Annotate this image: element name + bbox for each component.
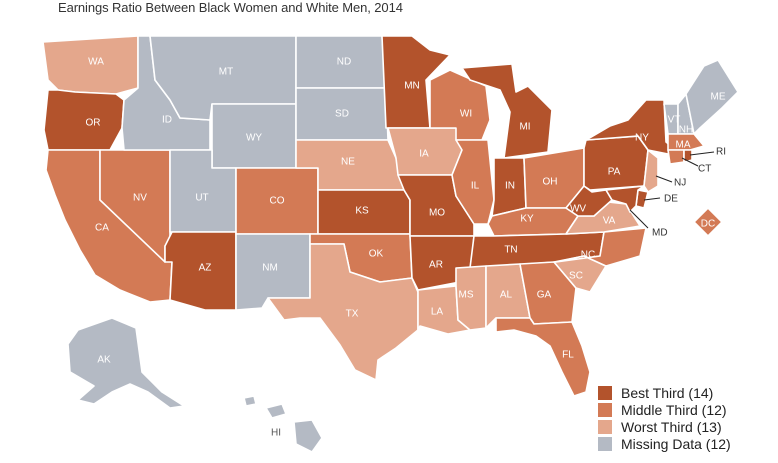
state-label-va: VA xyxy=(603,216,616,227)
legend-label-missing: Missing Data (12) xyxy=(621,435,731,452)
state-label-al: AL xyxy=(500,290,513,301)
state-label-ut: UT xyxy=(195,193,208,204)
state-label-mn: MN xyxy=(404,81,420,92)
state-hi-island-2 xyxy=(265,403,287,419)
state-label-nm: NM xyxy=(262,263,278,274)
state-label-hi: HI xyxy=(271,428,281,439)
state-label-ga: GA xyxy=(537,290,552,301)
state-label-ca: CA xyxy=(95,223,109,234)
state-label-nd: ND xyxy=(337,57,351,68)
state-ct xyxy=(667,149,685,165)
state-label-md: MD xyxy=(652,228,668,239)
legend-swatch-missing xyxy=(598,436,612,451)
state-label-ne: NE xyxy=(341,157,355,168)
state-label-mi: MI xyxy=(519,122,530,133)
state-mi xyxy=(461,63,553,159)
map-title: Earnings Ratio Between Black Women and W… xyxy=(58,0,403,15)
state-label-ri: RI xyxy=(716,147,726,158)
state-label-ny: NY xyxy=(635,133,649,144)
state-label-ks: KS xyxy=(355,206,369,217)
state-label-wi: WI xyxy=(460,109,472,120)
state-ny xyxy=(585,99,677,155)
state-label-ia: IA xyxy=(419,149,429,160)
state-label-ct: CT xyxy=(698,164,711,175)
state-label-wy: WY xyxy=(246,133,262,144)
state-nc xyxy=(555,227,647,267)
ri-callout-line xyxy=(689,151,715,156)
state-label-vt: VT xyxy=(668,115,681,126)
state-ri xyxy=(683,149,693,163)
legend-swatch-best xyxy=(598,385,612,400)
state-label-ky: KY xyxy=(520,214,534,225)
legend-item-worst: Worst Third (13) xyxy=(598,418,731,435)
state-md xyxy=(605,185,645,213)
state-label-in: IN xyxy=(505,181,515,192)
state-label-me: ME xyxy=(711,92,726,103)
legend-item-missing: Missing Data (12) xyxy=(598,435,731,452)
state-label-nj: NJ xyxy=(674,178,686,189)
state-pa xyxy=(583,135,649,191)
state-hi-island-3 xyxy=(243,395,257,407)
state-label-ak: AK xyxy=(97,355,111,366)
state-label-nc: NC xyxy=(581,250,595,261)
state-dc xyxy=(693,207,723,237)
state-fl xyxy=(495,317,591,397)
state-me xyxy=(685,59,739,135)
de-callout-line xyxy=(643,197,661,201)
state-label-nh: NH xyxy=(679,125,693,136)
legend-label-worst: Worst Third (13) xyxy=(621,418,722,435)
state-nj xyxy=(643,149,659,193)
state-label-la: LA xyxy=(431,307,444,318)
state-label-sc: SC xyxy=(569,271,583,282)
state-label-ar: AR xyxy=(429,260,443,271)
state-label-az: AZ xyxy=(199,263,212,274)
state-label-wa: WA xyxy=(88,57,104,68)
state-ma xyxy=(667,133,705,151)
state-label-mo: MO xyxy=(429,208,445,219)
legend-swatch-worst xyxy=(598,419,612,434)
legend-item-best: Best Third (14) xyxy=(598,384,731,401)
state-label-co: CO xyxy=(270,196,285,207)
state-label-tn: TN xyxy=(504,245,517,256)
state-label-il: IL xyxy=(471,181,480,192)
state-label-fl: FL xyxy=(562,350,574,361)
state-hi xyxy=(293,419,323,453)
state-label-nv: NV xyxy=(133,193,147,204)
legend-item-middle: Middle Third (12) xyxy=(598,401,731,418)
legend-swatch-middle xyxy=(598,402,612,417)
state-ak xyxy=(67,317,185,409)
state-label-dc: DC xyxy=(701,219,715,230)
state-label-tx: TX xyxy=(346,309,359,320)
state-label-oh: OH xyxy=(543,177,558,188)
nj-callout-line xyxy=(655,175,673,183)
legend-label-best: Best Third (14) xyxy=(621,384,714,401)
state-label-sd: SD xyxy=(335,109,349,120)
state-label-pa: PA xyxy=(608,167,621,178)
state-label-ma: MA xyxy=(676,140,691,151)
map-legend: Best Third (14) Middle Third (12) Worst … xyxy=(598,384,731,452)
state-tx xyxy=(267,243,419,381)
legend-label-middle: Middle Third (12) xyxy=(621,401,727,418)
state-label-id: ID xyxy=(162,115,172,126)
state-label-ok: OK xyxy=(369,249,384,260)
state-label-ms: MS xyxy=(459,290,474,301)
state-label-wv: WV xyxy=(570,204,586,215)
state-label-mt: MT xyxy=(219,67,233,78)
state-label-or: OR xyxy=(86,118,101,129)
state-il xyxy=(451,139,495,225)
state-label-de: DE xyxy=(664,194,678,205)
ct-callout-line xyxy=(681,157,699,167)
md-callout-line xyxy=(629,209,649,229)
state-or xyxy=(43,89,125,151)
